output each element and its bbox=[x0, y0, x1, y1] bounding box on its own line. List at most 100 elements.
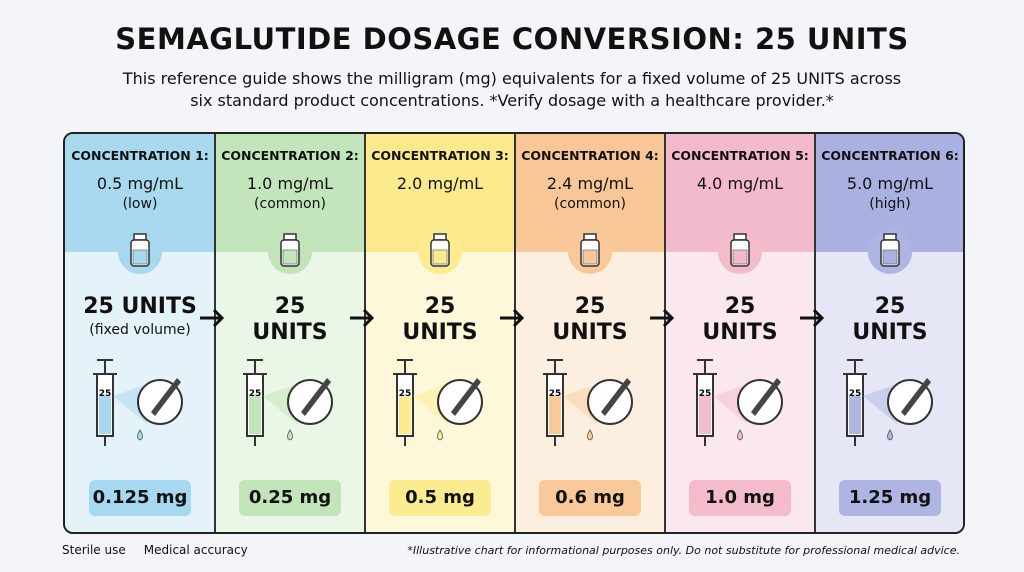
syringe-label: 25 bbox=[399, 389, 412, 399]
vial-cap bbox=[883, 233, 897, 241]
volume: UNITS bbox=[252, 320, 328, 345]
volume: 25 UNITS bbox=[83, 294, 197, 319]
syringe-liquid bbox=[549, 396, 561, 434]
concentration: 0.5 mg/mL bbox=[96, 174, 184, 193]
syringe-plunger bbox=[843, 359, 867, 446]
dropper bbox=[901, 378, 931, 416]
column: CONCENTRATION 6: 5.0 mg/mL (high) 25 UNITS 25… bbox=[815, 134, 963, 532]
illustration: 25 bbox=[93, 230, 183, 446]
vial-liquid bbox=[132, 249, 148, 265]
column: CONCENTRATION 3: 2.0 mg/mL 25 UNITS 25 0.5 mg bbox=[365, 134, 515, 532]
dropper bbox=[151, 378, 181, 416]
badge: Medical accuracy bbox=[143, 543, 248, 557]
heading: CONCENTRATION 6: bbox=[821, 148, 959, 163]
concentration: 4.0 mg/mL bbox=[696, 174, 784, 193]
syringe-label: 25 bbox=[249, 389, 262, 399]
vial-liquid bbox=[432, 249, 448, 265]
result: 1.0 mg bbox=[689, 480, 791, 516]
volume: 25 bbox=[574, 294, 606, 319]
title: SEMAGLUTIDE DOSAGE CONVERSION: 25 UNITS bbox=[115, 22, 909, 56]
syringe-liquid bbox=[99, 396, 111, 434]
vial-cap bbox=[733, 233, 747, 241]
vial-liquid bbox=[882, 249, 898, 265]
concentration: 2.0 mg/mL bbox=[396, 174, 484, 193]
drop bbox=[587, 429, 593, 441]
separator bbox=[214, 134, 216, 532]
dropper bbox=[301, 378, 331, 416]
syringe-plunger bbox=[693, 359, 717, 446]
concentration: 1.0 mg/mL bbox=[246, 174, 334, 193]
note: (low) bbox=[122, 196, 158, 212]
result: 0.25 mg bbox=[239, 480, 341, 516]
illustration: 25 bbox=[243, 230, 333, 446]
column: CONCENTRATION 4: 2.4 mg/mL (common) 25 UNITS… bbox=[515, 134, 665, 532]
syringe-liquid bbox=[849, 396, 861, 434]
dropper bbox=[451, 378, 481, 416]
separator bbox=[814, 134, 816, 532]
heading: CONCENTRATION 4: bbox=[521, 148, 659, 163]
syringe-plunger bbox=[543, 359, 567, 446]
illustration: 25 bbox=[543, 230, 633, 446]
drop bbox=[287, 429, 293, 441]
separator bbox=[664, 134, 666, 532]
volume-note: (fixed volume) bbox=[89, 322, 191, 338]
volume: 25 bbox=[424, 294, 456, 319]
drop bbox=[137, 429, 143, 441]
subtitle: This reference guide shows the milligram… bbox=[122, 69, 902, 110]
concentration: 5.0 mg/mL bbox=[846, 174, 934, 193]
vial-cap bbox=[133, 233, 147, 241]
syringe-liquid bbox=[699, 396, 711, 434]
volume: UNITS bbox=[552, 320, 628, 345]
syringe-plunger bbox=[93, 359, 117, 446]
disclaimer: *Illustrative chart for informational pu… bbox=[407, 544, 960, 557]
separator bbox=[514, 134, 516, 532]
badge: Sterile use bbox=[62, 543, 126, 557]
syringe-liquid bbox=[249, 396, 261, 434]
panel: CONCENTRATION 1: 0.5 mg/mL (low) 25 UNITS (f… bbox=[63, 132, 965, 534]
heading: CONCENTRATION 3: bbox=[371, 148, 509, 163]
column: CONCENTRATION 2: 1.0 mg/mL (common) 25 UNITS… bbox=[215, 134, 365, 532]
illustration: 25 bbox=[693, 230, 783, 446]
syringe-plunger bbox=[393, 359, 417, 446]
illustration: 25 bbox=[393, 230, 483, 446]
heading: CONCENTRATION 2: bbox=[221, 148, 359, 163]
vial-liquid bbox=[282, 249, 298, 265]
drop bbox=[437, 429, 443, 441]
syringe-label: 25 bbox=[699, 389, 712, 399]
column: CONCENTRATION 1: 0.5 mg/mL (low) 25 UNITS (f… bbox=[65, 134, 215, 532]
note: (common) bbox=[554, 196, 626, 212]
column: CONCENTRATION 5: 4.0 mg/mL 25 UNITS 25 1.0 mg bbox=[665, 134, 815, 532]
result: 0.5 mg bbox=[389, 480, 491, 516]
illustration: 25 bbox=[843, 230, 933, 446]
syringe-label: 25 bbox=[549, 389, 562, 399]
separator bbox=[364, 134, 366, 532]
result: 0.125 mg bbox=[89, 480, 191, 516]
vial-liquid bbox=[732, 249, 748, 265]
drop bbox=[887, 429, 893, 441]
dropper bbox=[751, 378, 781, 416]
heading: CONCENTRATION 1: bbox=[71, 148, 209, 163]
volume: 25 bbox=[274, 294, 306, 319]
result: 0.6 mg bbox=[539, 480, 641, 516]
volume: UNITS bbox=[402, 320, 478, 345]
syringe-label: 25 bbox=[99, 389, 112, 399]
concentration: 2.4 mg/mL bbox=[546, 174, 634, 193]
vial-cap bbox=[283, 233, 297, 241]
vial-liquid bbox=[582, 249, 598, 265]
result: 1.25 mg bbox=[839, 480, 941, 516]
vial-cap bbox=[433, 233, 447, 241]
note: (high) bbox=[869, 196, 911, 212]
volume: UNITS bbox=[852, 320, 928, 345]
syringe-liquid bbox=[399, 396, 411, 434]
volume: UNITS bbox=[702, 320, 778, 345]
badges: Sterile use Medical accuracy bbox=[62, 543, 266, 557]
volume: 25 bbox=[724, 294, 756, 319]
note: (common) bbox=[254, 196, 326, 212]
syringe-plunger bbox=[243, 359, 267, 446]
heading: CONCENTRATION 5: bbox=[671, 148, 809, 163]
drop bbox=[737, 429, 743, 441]
vial-cap bbox=[583, 233, 597, 241]
syringe-label: 25 bbox=[849, 389, 862, 399]
dropper bbox=[601, 378, 631, 416]
